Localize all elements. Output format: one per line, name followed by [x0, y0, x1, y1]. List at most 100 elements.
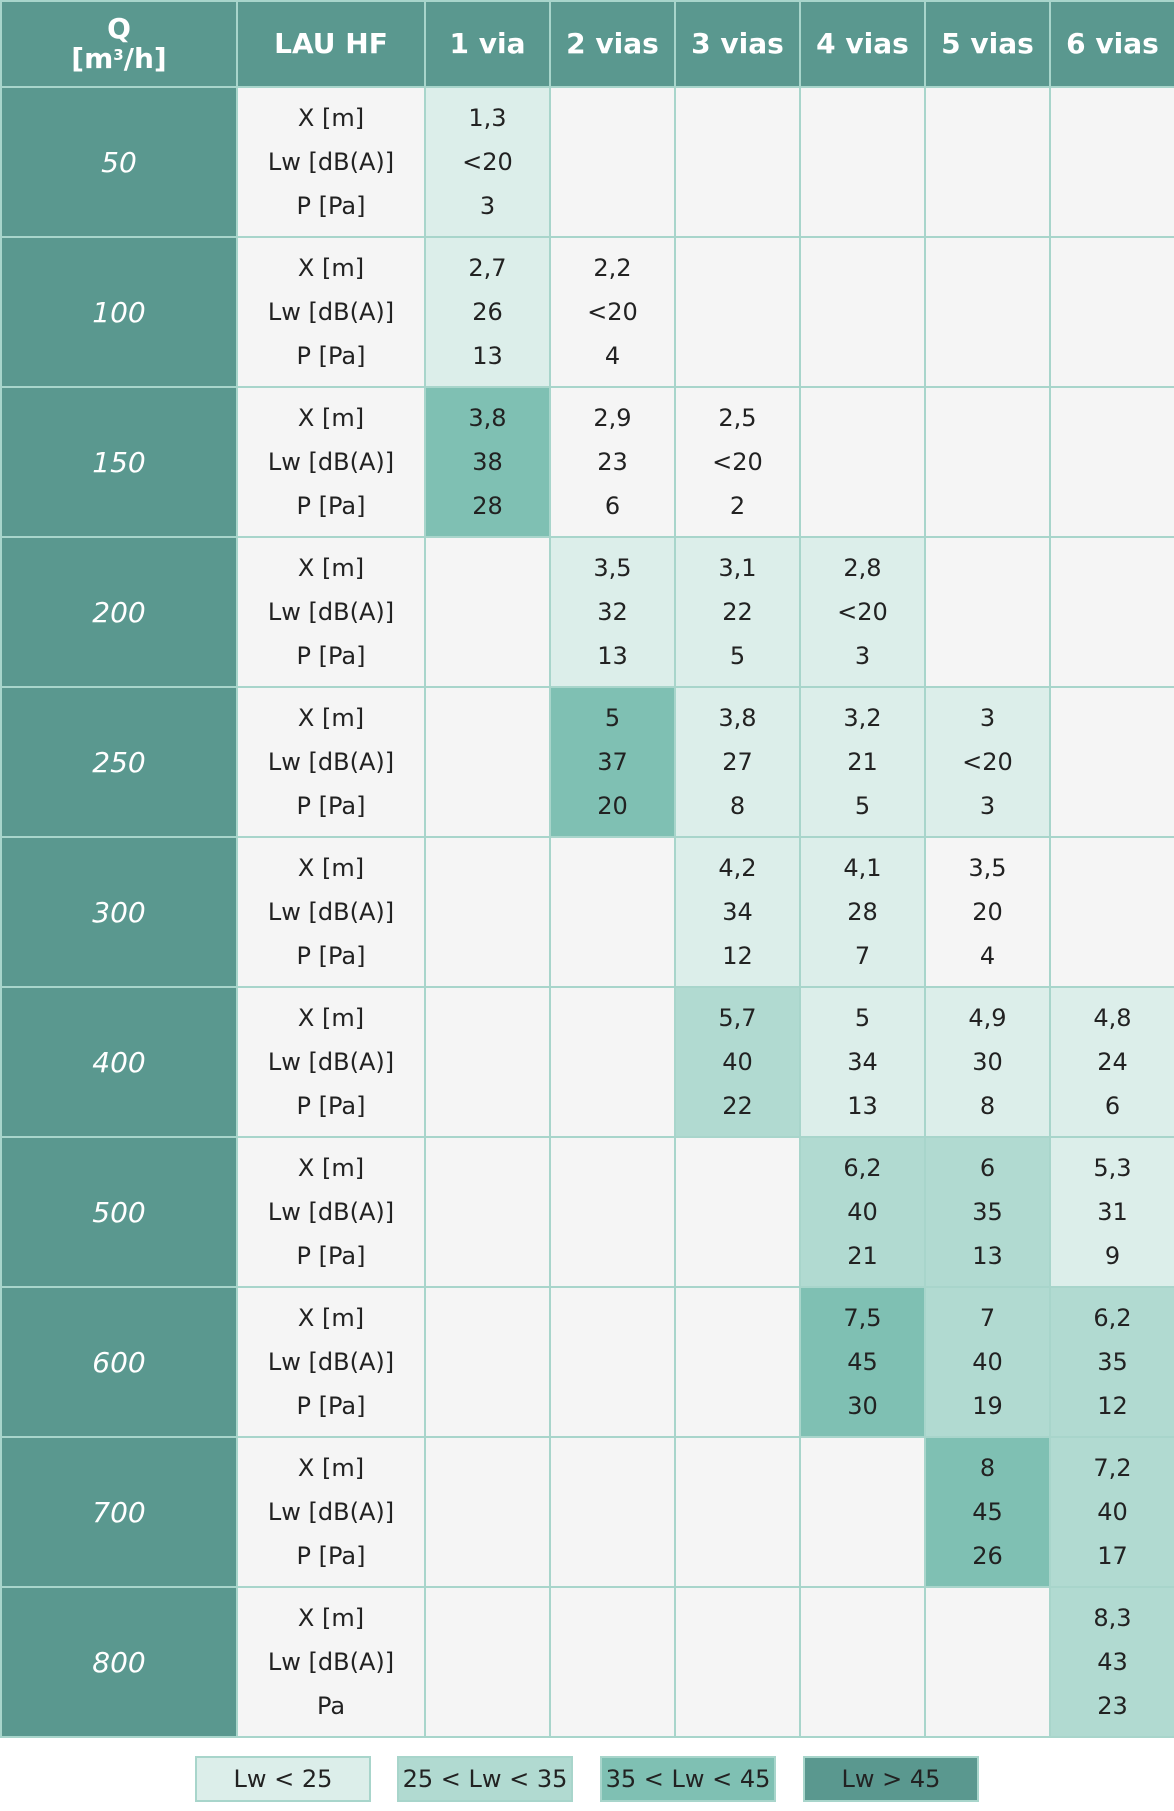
data-cell [1049, 536, 1174, 688]
label-throw: X [m] [297, 1154, 365, 1182]
data-cell [549, 1136, 676, 1288]
data-cell: 4,9 30 8 [924, 986, 1051, 1138]
legend-label: Lw < 25 [233, 1765, 333, 1793]
label-pressure: Pa [316, 1692, 346, 1720]
header-col-2-vias: 2 vias [549, 0, 676, 88]
data-cell [1049, 386, 1174, 538]
label-sound-power: Lw [dB(A)] [267, 748, 395, 776]
data-cell [674, 236, 801, 388]
value-sound-power: 40 [847, 1198, 878, 1226]
value-pressure: 4 [979, 942, 996, 970]
airflow-value: 150 [0, 386, 238, 538]
value-sound-power: 20 [972, 898, 1003, 926]
value-sound-power: 23 [597, 448, 628, 476]
parameter-labels: X [m] Lw [dB(A)] P [Pa] [236, 236, 426, 388]
value-throw: 6,2 [1093, 1304, 1132, 1332]
label-sound-power: Lw [dB(A)] [267, 448, 395, 476]
value-pressure: 2 [729, 492, 746, 520]
data-cell: 3,8 27 8 [674, 686, 801, 838]
label-pressure: P [Pa] [296, 792, 366, 820]
data-cell: 3,2 21 5 [799, 686, 926, 838]
legend-item: 35 < Lw < 45 [600, 1756, 776, 1802]
table-row: 100 X [m] Lw [dB(A)] P [Pa] 2,7 26 13 2,2 <20 4 [0, 236, 1174, 388]
data-cell [1049, 836, 1174, 988]
label-pressure: P [Pa] [296, 1242, 366, 1270]
airflow-value: 250 [0, 686, 238, 838]
value-throw: 7 [979, 1304, 996, 1332]
value-pressure: 22 [722, 1092, 753, 1120]
legend-label: 35 < Lw < 45 [605, 1765, 771, 1793]
value-pressure: 17 [1097, 1542, 1128, 1570]
value-sound-power: 45 [847, 1348, 878, 1376]
value-sound-power: 22 [722, 598, 753, 626]
data-cell [1049, 86, 1174, 238]
value-pressure: 28 [472, 492, 503, 520]
table-row: 400 X [m] Lw [dB(A)] P [Pa] 5,7 40 22 5 34 13 4,9 3… [0, 986, 1174, 1138]
value-sound-power: 21 [847, 748, 878, 776]
value-sound-power: 34 [847, 1048, 878, 1076]
header-col-6-vias: 6 vias [1049, 0, 1174, 88]
label-sound-power: Lw [dB(A)] [267, 1348, 395, 1376]
value-throw: 3,8 [718, 704, 757, 732]
value-throw: 5,7 [718, 1004, 757, 1032]
table-row: 800 X [m] Lw [dB(A)] Pa 8,3 43 23 [0, 1586, 1174, 1738]
data-cell [424, 686, 551, 838]
airflow-value: 500 [0, 1136, 238, 1288]
data-cell [924, 536, 1051, 688]
value-sound-power: 35 [1097, 1348, 1128, 1376]
table-row: 150 X [m] Lw [dB(A)] P [Pa] 3,8 38 28 2,9 23 6 2,5… [0, 386, 1174, 538]
value-throw: 4,9 [968, 1004, 1007, 1032]
header-airflow-label: Q [107, 12, 131, 45]
data-cell: 8 45 26 [924, 1436, 1051, 1588]
data-cell [924, 386, 1051, 538]
label-throw: X [m] [297, 854, 365, 882]
data-cell [424, 836, 551, 988]
data-cell [674, 1586, 801, 1738]
value-sound-power: 38 [472, 448, 503, 476]
data-cell: 5 34 13 [799, 986, 926, 1138]
performance-table: Q [m3/h] LAU HF 1 via 2 vias 3 vias 4 vi… [0, 0, 1174, 1738]
value-pressure: 8 [729, 792, 746, 820]
data-cell: 4,8 24 6 [1049, 986, 1174, 1138]
label-throw: X [m] [297, 1004, 365, 1032]
value-throw: 2,5 [718, 404, 757, 432]
value-sound-power: 31 [1097, 1198, 1128, 1226]
data-cell [674, 86, 801, 238]
data-cell [549, 986, 676, 1138]
data-cell [924, 236, 1051, 388]
legend: Lw < 25 25 < Lw < 35 35 < Lw < 45 Lw > 45 [0, 1756, 1174, 1808]
data-cell [549, 1286, 676, 1438]
data-cell [424, 1286, 551, 1438]
data-cell: 3,1 22 5 [674, 536, 801, 688]
value-pressure: 8 [979, 1092, 996, 1120]
data-cell: 7 40 19 [924, 1286, 1051, 1438]
legend-item: 25 < Lw < 35 [397, 1756, 573, 1802]
airflow-value: 700 [0, 1436, 238, 1588]
data-cell [924, 1586, 1051, 1738]
value-throw: 8 [979, 1454, 996, 1482]
value-sound-power: <20 [712, 448, 763, 476]
label-sound-power: Lw [dB(A)] [267, 298, 395, 326]
value-pressure: 3 [479, 192, 496, 220]
value-sound-power: 32 [597, 598, 628, 626]
label-throw: X [m] [297, 404, 365, 432]
value-throw: 5 [604, 704, 621, 732]
label-sound-power: Lw [dB(A)] [267, 148, 395, 176]
value-sound-power: 45 [972, 1498, 1003, 1526]
value-pressure: 30 [847, 1392, 878, 1420]
airflow-value: 300 [0, 836, 238, 988]
data-cell [799, 386, 926, 538]
label-pressure: P [Pa] [296, 642, 366, 670]
parameter-labels: X [m] Lw [dB(A)] P [Pa] [236, 536, 426, 688]
value-pressure: 3 [979, 792, 996, 820]
data-cell: 8,3 43 23 [1049, 1586, 1174, 1738]
value-throw: 2,9 [593, 404, 632, 432]
value-throw: 2,2 [593, 254, 632, 282]
data-cell: 1,3 <20 3 [424, 86, 551, 238]
value-sound-power: 34 [722, 898, 753, 926]
value-throw: 7,5 [843, 1304, 882, 1332]
value-sound-power: <20 [837, 598, 888, 626]
table-row: 200 X [m] Lw [dB(A)] P [Pa] 3,5 32 13 3,1 22 5 2,8… [0, 536, 1174, 688]
header-col-1-via: 1 via [424, 0, 551, 88]
label-pressure: P [Pa] [296, 342, 366, 370]
